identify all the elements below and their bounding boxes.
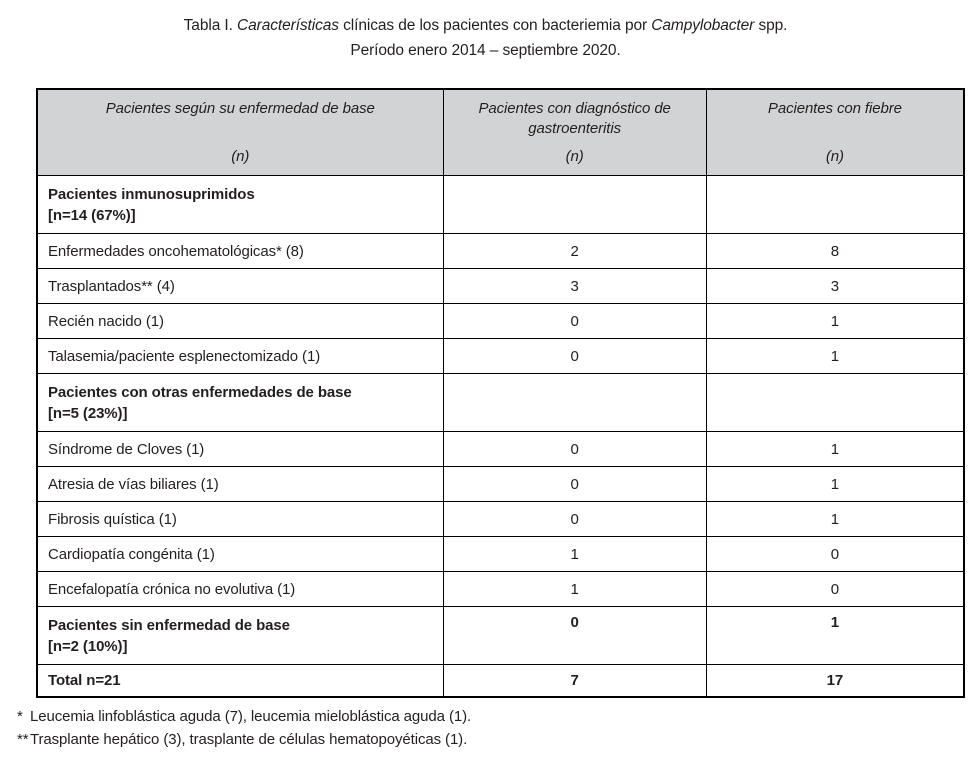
- total-row: Total n=21 7 17: [36, 664, 965, 698]
- table-row: Trasplantados** (4) 3 3: [36, 268, 965, 304]
- double-asterisk-marker: **: [17, 731, 29, 748]
- table-title: Tabla I. Características clínicas de los…: [0, 13, 971, 63]
- footnote-text: Leucemia linfoblástica aguda (7), leucem…: [30, 708, 472, 725]
- header-gastroenteritis-n: (n): [565, 148, 584, 165]
- table-row: Fibrosis quística (1) 0 1: [36, 501, 965, 537]
- fever-value: 0: [705, 571, 965, 607]
- gastro-value: [442, 175, 707, 234]
- row-label: Trasplantados** (4): [36, 268, 444, 304]
- header-gastroenteritis-title: Pacientes con diagnóstico de gastroenter…: [478, 100, 671, 137]
- gastro-value: [442, 373, 707, 432]
- header-row: Pacientes según su enfermedad de base (n…: [36, 88, 965, 176]
- header-fever-n: (n): [825, 148, 844, 165]
- table-row: Talasemia/paciente esplenectomizado (1) …: [36, 338, 965, 374]
- fever-value: 0: [705, 536, 965, 572]
- row-label-line1: Pacientes inmunosuprimidos: [48, 185, 255, 203]
- gastro-value: 3: [442, 268, 707, 304]
- fever-value: 1: [705, 606, 965, 665]
- table-title-line1: Tabla I. Características clínicas de los…: [0, 13, 971, 38]
- header-disease: Pacientes según su enfermedad de base (n…: [36, 88, 444, 176]
- row-label-line1: Pacientes sin enfermedad de base: [48, 616, 290, 634]
- row-label: Enfermedades oncohematológicas* (8): [36, 233, 444, 269]
- patients-table: Pacientes según su enfermedad de base (n…: [36, 88, 965, 698]
- title-italic-word: Características: [237, 17, 339, 34]
- fever-value: 3: [705, 268, 965, 304]
- row-label-line1: Pacientes con otras enfermedades de base: [48, 383, 352, 401]
- row-label: Síndrome de Cloves (1): [36, 431, 444, 467]
- row-label: Cardiopatía congénita (1): [36, 536, 444, 572]
- gastro-value: 0: [442, 303, 707, 339]
- total-fever-value: 17: [705, 664, 965, 698]
- row-label: Atresia de vías biliares (1): [36, 466, 444, 502]
- header-gastroenteritis: Pacientes con diagnóstico de gastroenter…: [442, 88, 707, 176]
- fever-value: 1: [705, 338, 965, 374]
- fever-value: [705, 373, 965, 432]
- table-row: Atresia de vías biliares (1) 0 1: [36, 466, 965, 502]
- row-label: Recién nacido (1): [36, 303, 444, 339]
- gastro-value: 0: [442, 466, 707, 502]
- table-row: Cardiopatía congénita (1) 1 0: [36, 536, 965, 572]
- gastro-value: 0: [442, 501, 707, 537]
- row-label: Pacientes con otras enfermedades de base…: [36, 373, 444, 432]
- title-suffix: spp.: [754, 17, 788, 34]
- row-label: Encefalopatía crónica no evolutiva (1): [36, 571, 444, 607]
- total-label: Total n=21: [36, 664, 444, 698]
- asterisk-marker: *: [17, 708, 23, 725]
- table-row: Encefalopatía crónica no evolutiva (1) 1…: [36, 571, 965, 607]
- gastro-value: 0: [442, 606, 707, 665]
- table-row: Pacientes inmunosuprimidos [n=14 (67%)]: [36, 175, 965, 234]
- header-disease-title: Pacientes según su enfermedad de base: [105, 100, 375, 117]
- gastro-value: 2: [442, 233, 707, 269]
- table-row: Recién nacido (1) 0 1: [36, 303, 965, 339]
- fever-value: 8: [705, 233, 965, 269]
- header-fever: Pacientes con fiebre (n): [705, 88, 965, 176]
- footnote-double-asterisk: ** Trasplante hepático (3), trasplante d…: [17, 728, 471, 751]
- row-label: Fibrosis quística (1): [36, 501, 444, 537]
- row-label: Talasemia/paciente esplenectomizado (1): [36, 338, 444, 374]
- patients-table-container: Pacientes según su enfermedad de base (n…: [36, 88, 965, 698]
- total-gastro-value: 7: [442, 664, 707, 698]
- fever-value: 1: [705, 501, 965, 537]
- fever-value: 1: [705, 303, 965, 339]
- title-middle: clínicas de los pacientes con bacteriemi…: [338, 17, 652, 34]
- title-prefix: Tabla I.: [183, 17, 238, 34]
- row-label-line2: [n=14 (67%)]: [48, 206, 136, 224]
- table-row: Pacientes con otras enfermedades de base…: [36, 373, 965, 432]
- header-disease-n: (n): [231, 148, 250, 165]
- table-row: Síndrome de Cloves (1) 0 1: [36, 431, 965, 467]
- fever-value: 1: [705, 466, 965, 502]
- fever-value: 1: [705, 431, 965, 467]
- row-label: Pacientes sin enfermedad de base [n=2 (1…: [36, 606, 444, 665]
- title-genus-italic: Campylobacter: [651, 17, 755, 34]
- fever-value: [705, 175, 965, 234]
- gastro-value: 1: [442, 571, 707, 607]
- row-label-line2: [n=2 (10%)]: [48, 637, 128, 655]
- table-row: Pacientes sin enfermedad de base [n=2 (1…: [36, 606, 965, 665]
- gastro-value: 1: [442, 536, 707, 572]
- footnote-single-asterisk: * Leucemia linfoblástica aguda (7), leuc…: [17, 705, 471, 728]
- gastro-value: 0: [442, 338, 707, 374]
- gastro-value: 0: [442, 431, 707, 467]
- table-row: Enfermedades oncohematológicas* (8) 2 8: [36, 233, 965, 269]
- header-fever-title: Pacientes con fiebre: [767, 100, 902, 117]
- table-title-line2: Período enero 2014 – septiembre 2020.: [350, 42, 621, 59]
- footnotes: * Leucemia linfoblástica aguda (7), leuc…: [17, 705, 471, 751]
- row-label-line2: [n=5 (23%)]: [48, 404, 128, 422]
- row-label: Pacientes inmunosuprimidos [n=14 (67%)]: [36, 175, 444, 234]
- footnote-text: Trasplante hepático (3), trasplante de c…: [30, 731, 468, 748]
